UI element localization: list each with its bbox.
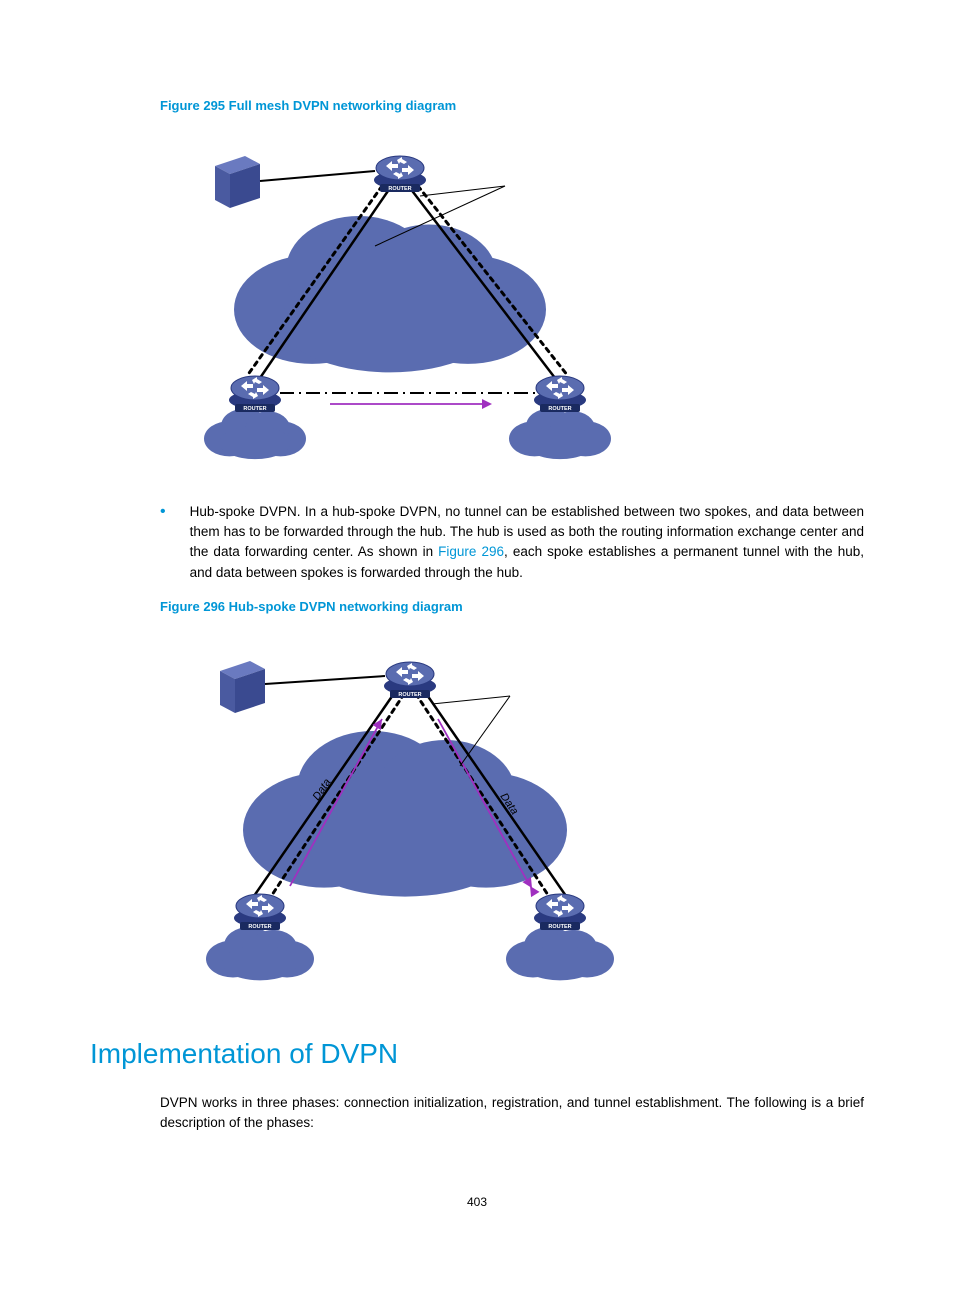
svg-text:ROUTER: ROUTER <box>248 924 271 930</box>
svg-text:ROUTER: ROUTER <box>548 924 571 930</box>
figure-296-diagram: DataDataROUTERROUTERROUTER <box>160 626 864 992</box>
bullet-text: Hub-spoke DVPN. In a hub-spoke DVPN, no … <box>190 502 864 583</box>
svg-text:ROUTER: ROUTER <box>548 406 571 412</box>
svg-text:ROUTER: ROUTER <box>388 186 411 192</box>
figure-296-link[interactable]: Figure 296 <box>438 544 504 559</box>
figure-295-caption: Figure 295 Full mesh DVPN networking dia… <box>160 96 864 116</box>
bullet-marker: • <box>160 502 166 583</box>
body-paragraph: DVPN works in three phases: connection i… <box>160 1093 864 1134</box>
figure-295-diagram: ROUTER ROUTER ROUTER <box>160 126 864 472</box>
section-heading: Implementation of DVPN <box>90 1033 864 1075</box>
svg-text:ROUTER: ROUTER <box>398 692 421 698</box>
page-number: 403 <box>90 1193 864 1211</box>
bullet-item: • Hub-spoke DVPN. In a hub-spoke DVPN, n… <box>160 502 864 583</box>
svg-text:ROUTER: ROUTER <box>243 406 266 412</box>
figure-296-caption: Figure 296 Hub-spoke DVPN networking dia… <box>160 597 864 617</box>
